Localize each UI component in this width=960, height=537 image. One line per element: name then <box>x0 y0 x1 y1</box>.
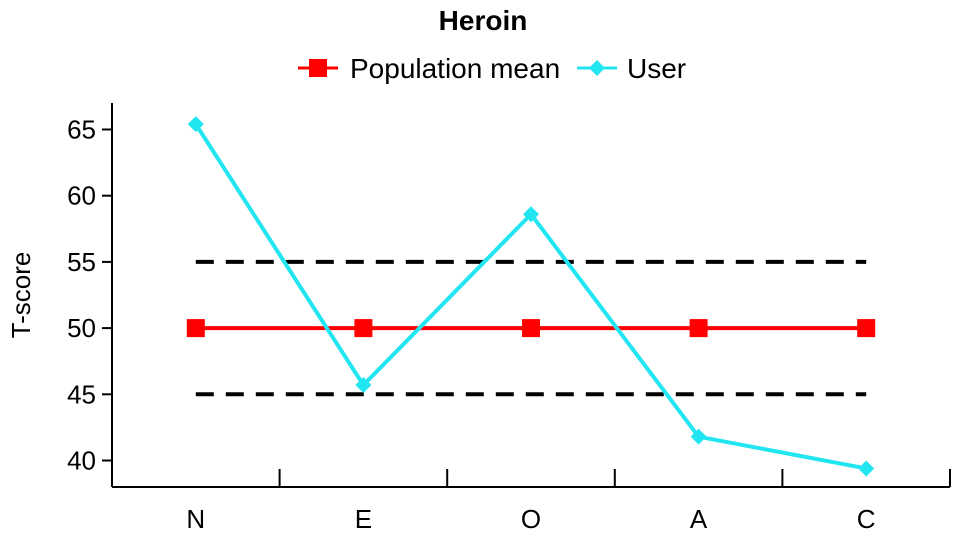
series-1 <box>187 116 875 477</box>
y-tick-label: 65 <box>67 114 96 144</box>
x-tick-label: C <box>857 504 876 534</box>
y-axis-label: T-score <box>6 252 36 339</box>
y-tick-label: 60 <box>67 181 96 211</box>
series-group <box>186 116 876 477</box>
data-point-diamond <box>523 206 539 223</box>
axes: 40 45 50 55 60 65 N E O A C <box>67 103 951 534</box>
y-tick-label: 45 <box>67 379 96 409</box>
legend-marker-user <box>589 60 605 76</box>
y-tick-label: 55 <box>67 247 96 277</box>
series-0 <box>186 319 876 338</box>
legend: Population mean User <box>298 53 686 84</box>
y-tick-label: 40 <box>67 446 96 476</box>
reference-lines <box>195 259 867 397</box>
series-line <box>194 123 867 471</box>
data-point-diamond <box>690 428 707 445</box>
x-tick-label: A <box>690 504 708 534</box>
legend-label-user: User <box>627 53 686 84</box>
data-point-square <box>522 319 540 338</box>
x-tick-label: E <box>355 504 372 534</box>
y-tick-label: 50 <box>67 313 96 343</box>
legend-marker-population-mean <box>309 59 327 77</box>
data-point-square <box>186 319 205 338</box>
chart-title: Heroin <box>439 5 528 36</box>
legend-item-population-mean: Population mean <box>298 53 560 84</box>
x-tick-label: N <box>186 504 205 534</box>
x-tick-label: O <box>521 504 541 534</box>
data-point-square <box>857 319 876 338</box>
data-point-diamond <box>858 460 875 477</box>
legend-label-population-mean: Population mean <box>350 53 560 84</box>
data-point-square <box>354 319 373 338</box>
data-point-diamond <box>187 116 204 133</box>
legend-item-user: User <box>577 53 686 84</box>
data-point-square <box>689 319 708 338</box>
data-point-diamond <box>355 377 372 394</box>
